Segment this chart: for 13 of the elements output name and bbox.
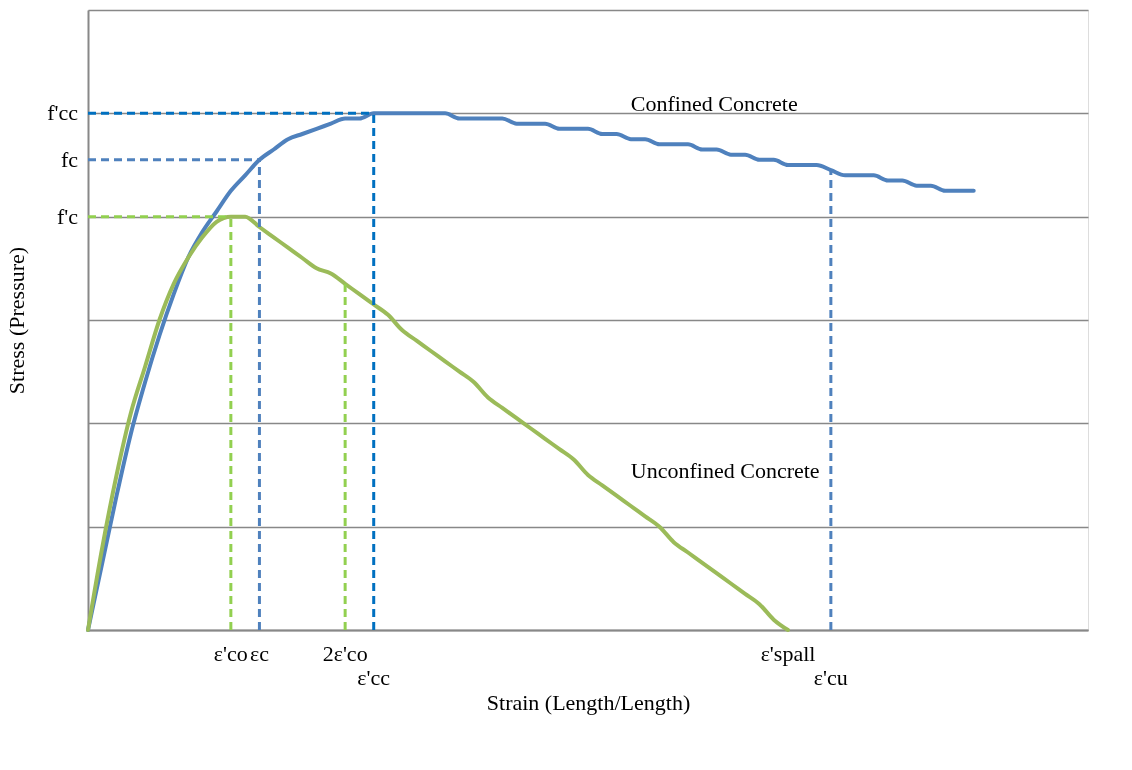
x-axis-title: Strain (Length/Length) <box>486 689 691 715</box>
ref-line-label: f'c <box>56 203 79 229</box>
annotation: Unconfined Concrete <box>630 458 820 483</box>
annotation: Confined Concrete <box>630 91 798 117</box>
ref-line-label: f'cc <box>47 100 79 126</box>
x-tick-label: ε'cc <box>357 665 391 690</box>
x-tick-label: ε'co <box>213 641 248 666</box>
ref-line-label: fc <box>60 146 79 172</box>
x-tick-label: ε'cu <box>813 665 848 690</box>
y-axis-title: Stress (Pressure) <box>3 246 29 395</box>
x-tick-label: ε'spall <box>760 641 816 666</box>
x-tick-label: 2ε'co <box>322 641 368 666</box>
x-tick-label: εc <box>249 641 270 666</box>
